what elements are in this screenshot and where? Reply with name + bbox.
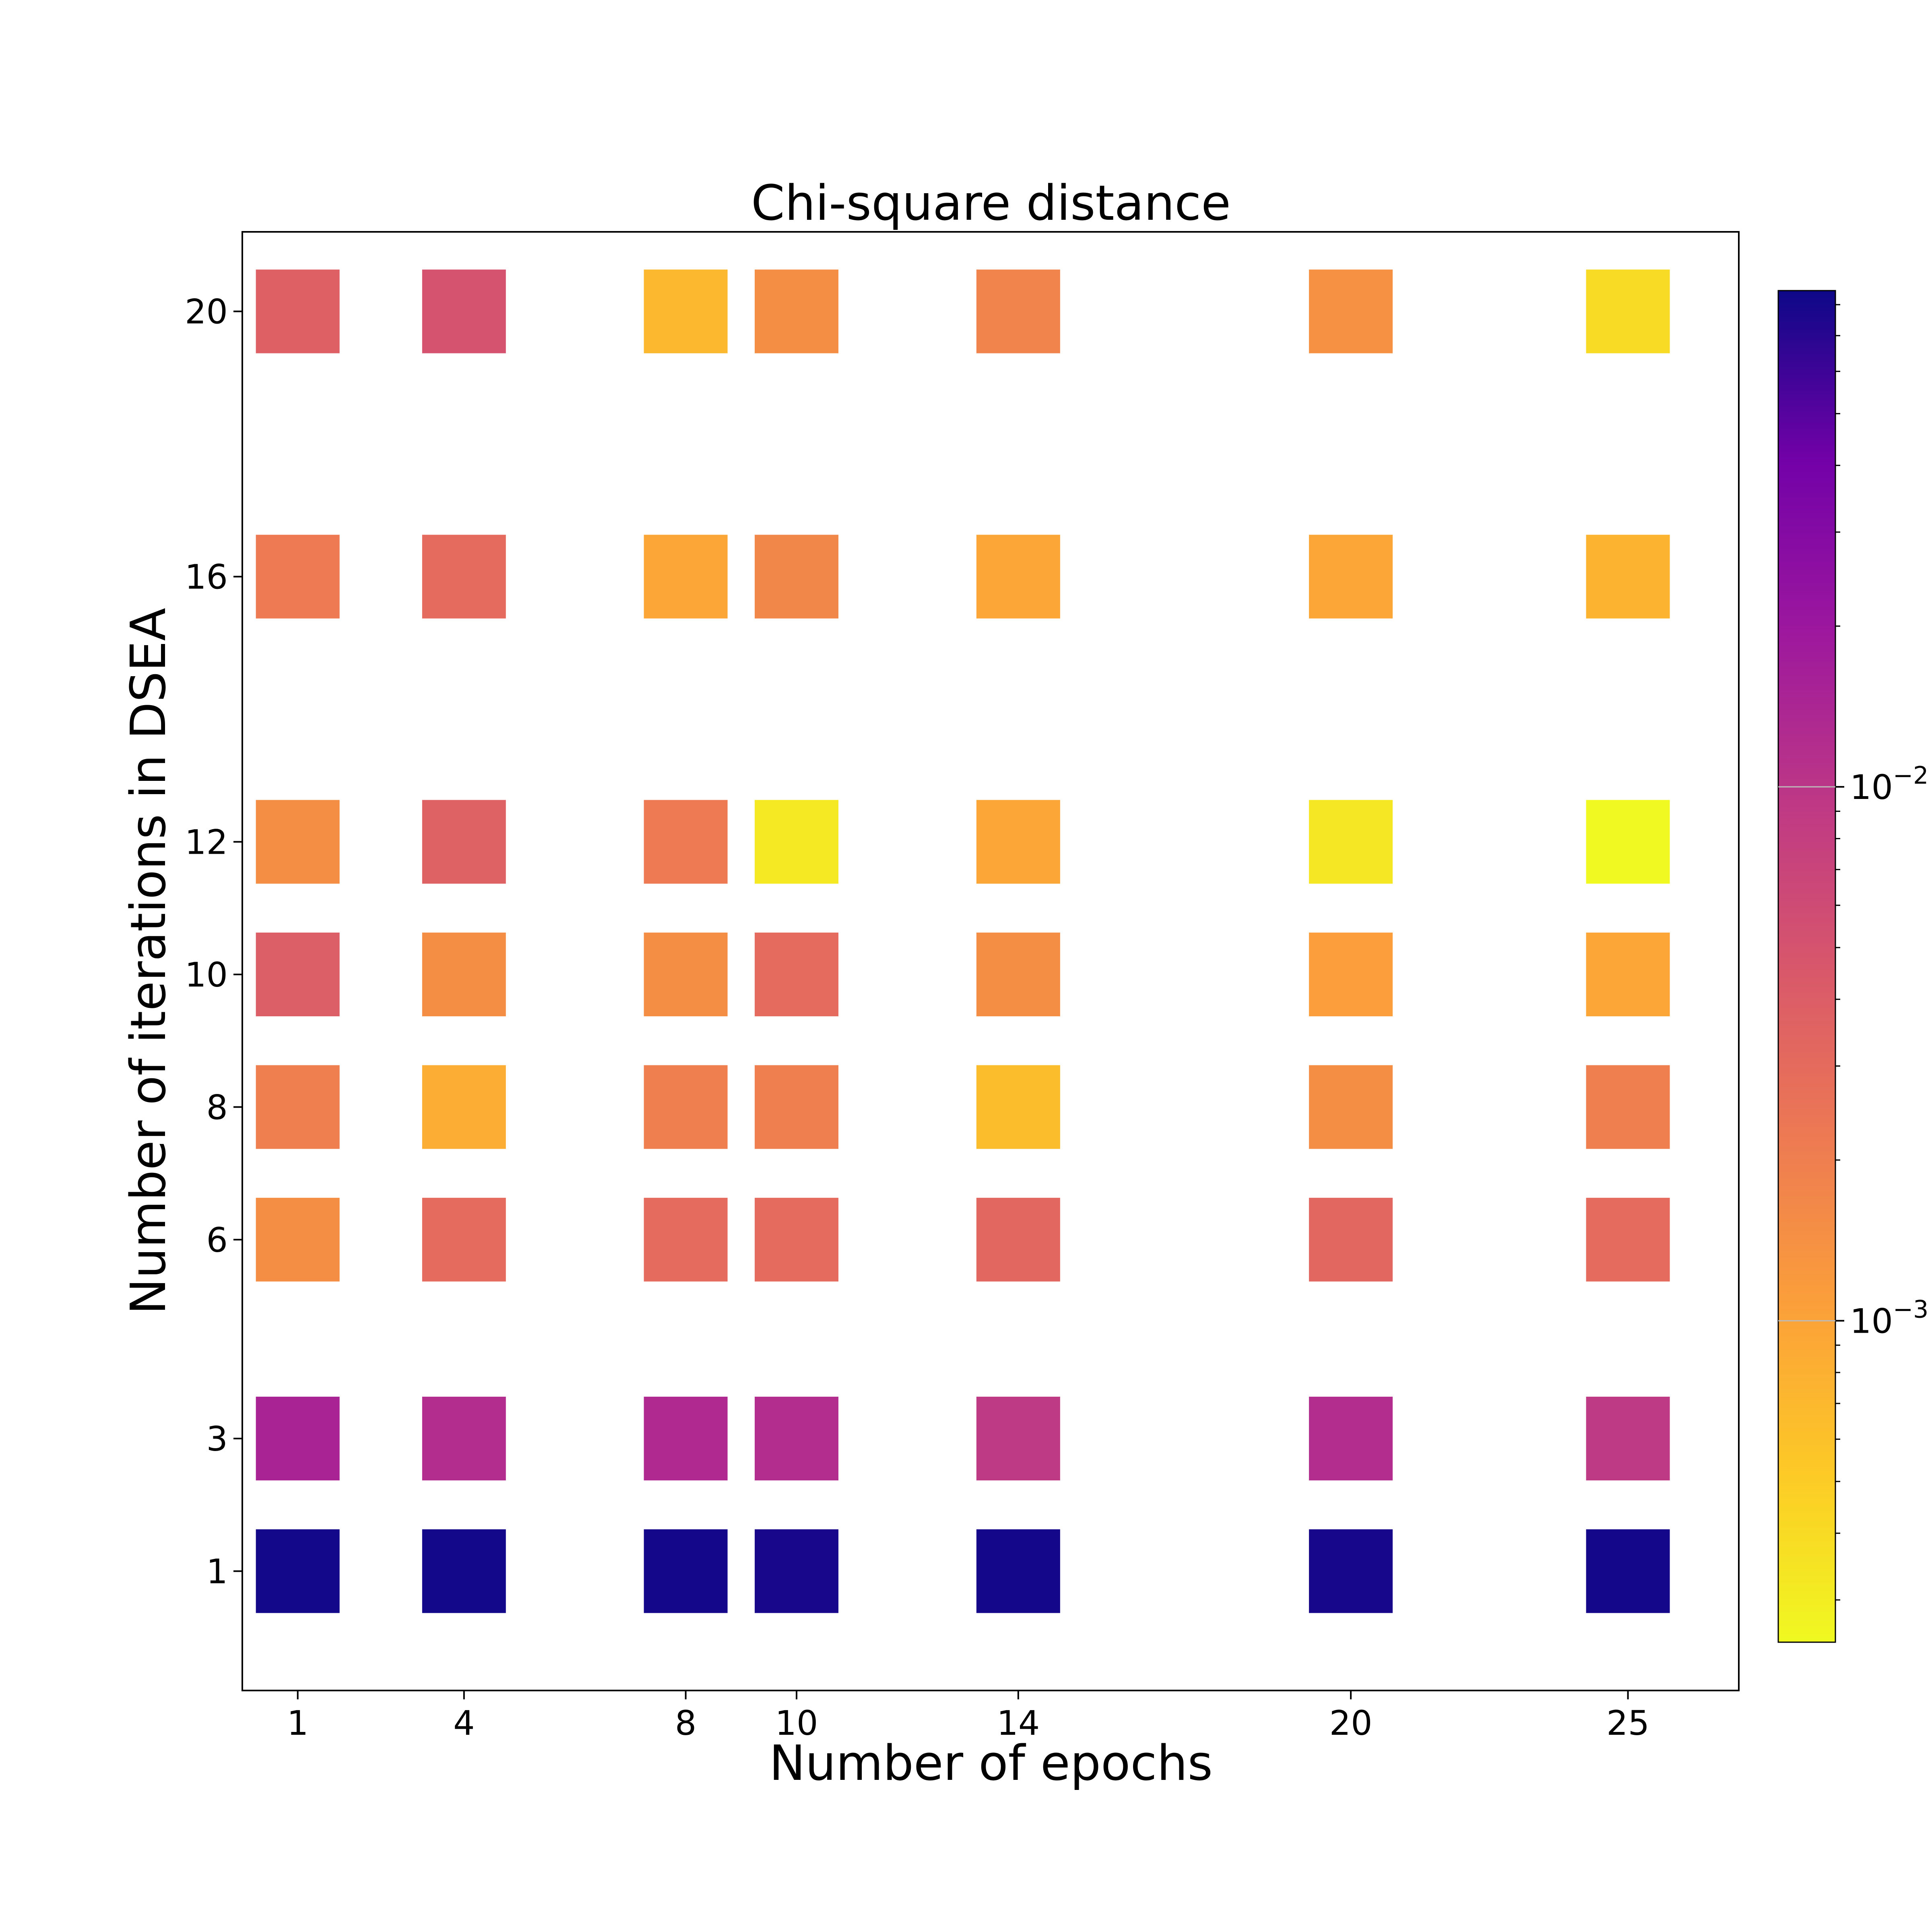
heatmap-cell — [644, 800, 728, 884]
heatmap-cell — [256, 1197, 340, 1282]
x-tick-label: 4 — [453, 1703, 475, 1743]
heatmap-cell — [976, 800, 1060, 884]
heatmap-cell — [422, 1529, 506, 1613]
colorbar-gradient — [1777, 290, 1836, 1643]
y-tick-label: 20 — [185, 292, 228, 332]
heatmap-cell — [256, 1529, 340, 1613]
heatmap-cell — [1586, 800, 1670, 884]
heatmap-cell — [755, 1397, 839, 1481]
y-axis-label: Number of iterations in DSEA — [121, 608, 177, 1315]
x-tick-label: 1 — [287, 1703, 308, 1743]
heatmap-cell — [422, 535, 506, 619]
heatmap-cell — [256, 800, 340, 884]
x-tick-label: 10 — [775, 1703, 818, 1743]
x-tick-label: 20 — [1329, 1703, 1373, 1743]
heatmap-cell — [1309, 1197, 1393, 1282]
y-tick-label: 3 — [206, 1419, 228, 1459]
x-axis-label: Number of epochs — [769, 1736, 1213, 1792]
heatmap-cell — [1586, 932, 1670, 1016]
plot-frame — [242, 231, 1740, 1691]
x-tick-label: 8 — [675, 1703, 696, 1743]
x-axis-ticks: 1 4 8 10 14 20 25 — [287, 1690, 1649, 1743]
heatmap-cell — [755, 535, 839, 619]
y-tick-label: 16 — [185, 557, 228, 597]
heatmap-cells — [256, 269, 1670, 1613]
heatmap-cell — [755, 800, 839, 884]
heatmap-cell — [755, 932, 839, 1016]
heatmap-cell — [644, 269, 728, 353]
heatmap-cell — [644, 535, 728, 619]
heatmap-cell — [422, 1065, 506, 1149]
heatmap-cell — [422, 1197, 506, 1282]
heatmap-cell — [1309, 800, 1393, 884]
heatmap-cell — [644, 1397, 728, 1481]
heatmap-cell — [1586, 1065, 1670, 1149]
heatmap-cell — [1309, 269, 1393, 353]
y-tick-label: 12 — [185, 822, 228, 862]
heatmap-cell — [755, 1065, 839, 1149]
heatmap-cell — [1586, 1397, 1670, 1481]
heatmap-cell — [1309, 1065, 1393, 1149]
chart-title: Chi-square distance — [751, 175, 1231, 231]
heatmap-cell — [976, 1065, 1060, 1149]
heatmap-cell — [256, 1397, 340, 1481]
heatmap-cell — [422, 800, 506, 884]
heatmap-cell — [422, 269, 506, 353]
heatmap-cell — [256, 1065, 340, 1149]
x-tick-label: 25 — [1606, 1703, 1649, 1743]
heatmap-cell — [976, 269, 1060, 353]
colorbar-tick-label: 10−2 — [1850, 762, 1928, 807]
colorbar-ticks: 10−3 10−2 — [1778, 762, 1928, 1341]
heatmap-cell — [976, 535, 1060, 619]
heatmap-cell — [755, 1197, 839, 1282]
heatmap-cell — [256, 932, 340, 1016]
heatmap-cell — [755, 269, 839, 353]
heatmap-cell — [256, 269, 340, 353]
heatmap-cell — [644, 932, 728, 1016]
heatmap-cell — [976, 932, 1060, 1016]
heatmap-cell — [976, 1197, 1060, 1282]
heatmap-cell — [1309, 932, 1393, 1016]
heatmap-cell — [422, 932, 506, 1016]
heatmap-cell — [644, 1529, 728, 1613]
heatmap-cell — [976, 1529, 1060, 1613]
y-tick-label: 8 — [206, 1088, 228, 1127]
colorbar-tick-label: 10−3 — [1850, 1295, 1928, 1341]
colorbar-minor-ticks — [1835, 304, 1840, 1601]
heatmap-cell — [644, 1197, 728, 1282]
heatmap-cell — [976, 1397, 1060, 1481]
heatmap-cell — [1309, 1529, 1393, 1613]
heatmap-cell — [1586, 1529, 1670, 1613]
y-axis-ticks: 1 3 6 8 10 12 16 20 — [185, 292, 242, 1591]
heatmap-cell — [422, 1397, 506, 1481]
x-tick-label: 14 — [997, 1703, 1040, 1743]
heatmap-cell — [1586, 1197, 1670, 1282]
heatmap-cell — [1586, 535, 1670, 619]
heatmap-cell — [1586, 269, 1670, 353]
y-tick-label: 10 — [185, 955, 228, 995]
heatmap-cell — [256, 535, 340, 619]
heatmap-cell — [755, 1529, 839, 1613]
colorbar: 10−3 10−2 — [1777, 290, 1928, 1643]
heatmap-cell — [1309, 1397, 1393, 1481]
heatmap-cell — [1309, 535, 1393, 619]
y-tick-label: 6 — [206, 1220, 228, 1260]
y-tick-label: 1 — [206, 1552, 228, 1591]
heatmap-cell — [644, 1065, 728, 1149]
